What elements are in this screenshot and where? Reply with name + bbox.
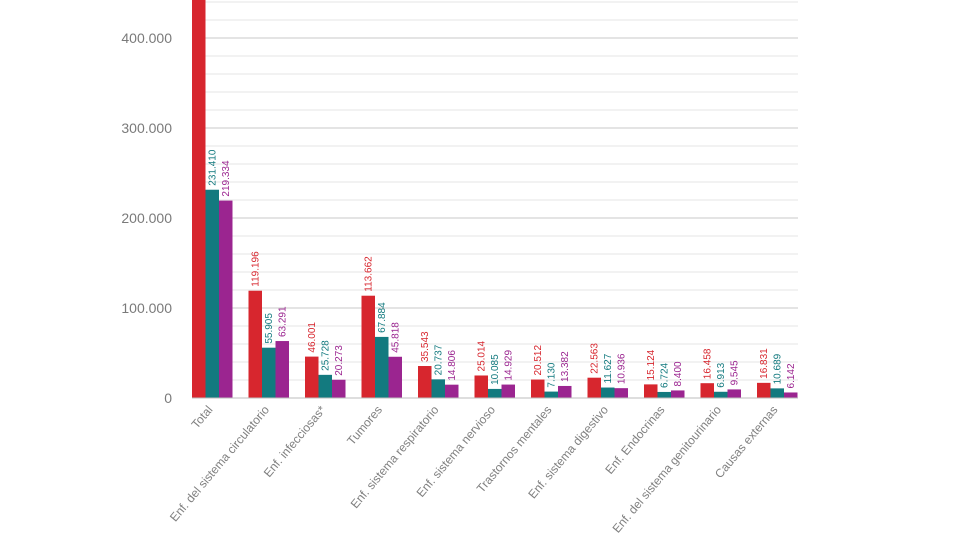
bar [770, 388, 784, 398]
data-label: 119.196 [251, 251, 262, 287]
bar [248, 290, 262, 398]
data-label: 8.400 [673, 361, 684, 386]
data-label: 231.410 [208, 149, 219, 186]
bar [614, 388, 628, 398]
y-tick-label: 100.000 [121, 300, 172, 316]
grid-lines [192, 1, 798, 381]
data-label: 16.831 [759, 348, 770, 379]
bar [418, 366, 432, 398]
bar [558, 385, 572, 398]
data-label: 55.905 [264, 313, 275, 344]
data-label: 13.382 [560, 351, 571, 382]
bar [727, 389, 741, 398]
data-label: 45.818 [391, 322, 402, 353]
bar [445, 384, 459, 398]
data-label: 6.724 [660, 362, 671, 387]
bar [431, 379, 445, 398]
x-tick-label: Total [189, 403, 216, 431]
bar [361, 295, 375, 398]
data-label: 20.737 [434, 344, 445, 375]
bar [700, 383, 714, 398]
bar [544, 391, 558, 398]
y-axis-ticks: 0 100.000 200.000 300.000 400.000 [121, 30, 172, 406]
data-label: 7.130 [547, 362, 558, 387]
data-label: 22.563 [590, 343, 601, 374]
y-tick-label: 200.000 [121, 210, 172, 226]
data-label: 14.806 [447, 350, 458, 381]
bar [488, 388, 502, 398]
x-tick-label: Enf. del sistema circulatorio [167, 403, 272, 525]
bar [332, 379, 346, 398]
data-label: 10.085 [490, 354, 501, 385]
data-label: 25.014 [477, 340, 488, 371]
data-label: 11.627 [603, 353, 614, 383]
data-label: 35.543 [420, 331, 431, 362]
y-tick-label: 300.000 [121, 120, 172, 136]
bars [192, 0, 798, 398]
data-label: 113.662 [364, 256, 375, 292]
bar [601, 387, 615, 398]
bar [784, 392, 798, 398]
data-label: 6.913 [716, 362, 727, 387]
bar [375, 336, 389, 398]
data-label: 10.689 [773, 353, 784, 384]
data-label: 20.512 [533, 345, 544, 376]
data-label: 67.884 [377, 302, 388, 333]
bar [757, 382, 771, 398]
bar [192, 0, 206, 398]
data-label: 10.936 [617, 353, 628, 384]
data-label: 16.458 [703, 348, 714, 379]
data-label: 25.728 [321, 340, 332, 371]
bar [714, 391, 728, 398]
bar [644, 384, 658, 398]
bar [275, 341, 289, 398]
data-label: 20.273 [334, 345, 345, 376]
x-tick-label: Enf. Endocrinas [602, 403, 667, 477]
y-tick-label: 400.000 [121, 30, 172, 46]
data-label: 219.334 [221, 160, 232, 197]
x-tick-label: Enf. infecciosas* [261, 403, 329, 480]
bar [671, 390, 685, 398]
bar [474, 375, 488, 398]
data-label: 15.124 [646, 349, 657, 380]
bar [318, 374, 332, 398]
bar [388, 356, 402, 398]
data-label: 14.929 [504, 350, 515, 381]
bar [587, 377, 601, 398]
data-label: 6.142 [786, 363, 797, 388]
bar [657, 391, 671, 398]
bar [501, 384, 515, 398]
bar [305, 356, 319, 398]
data-label: 9.545 [730, 360, 741, 385]
data-label: 63.291 [278, 306, 289, 337]
bar [205, 189, 219, 398]
x-tick-label: Tumores [344, 403, 385, 448]
data-label: 46.001 [307, 322, 318, 353]
bar [219, 200, 233, 398]
x-tick-label: Enf. del sistema genitourinario [610, 403, 725, 536]
bar [531, 379, 545, 398]
y-tick-label: 0 [164, 390, 172, 406]
x-tick-label: Causas externas [712, 403, 781, 481]
bar [262, 347, 276, 398]
